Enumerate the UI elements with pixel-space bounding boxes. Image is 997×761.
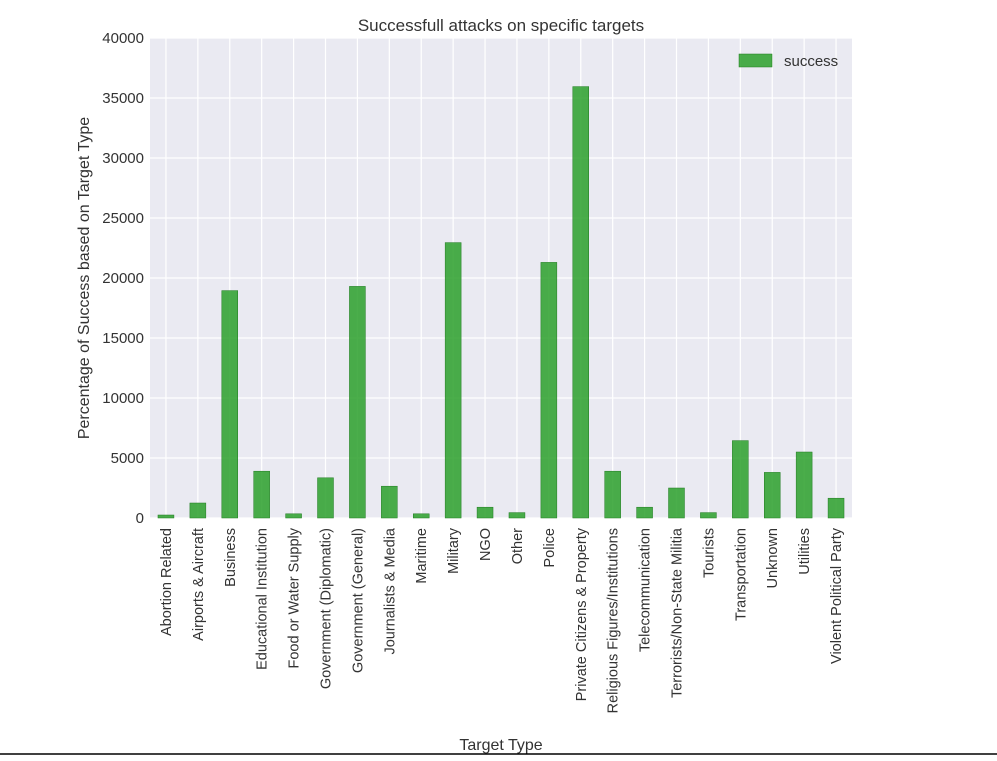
bar-tourists	[700, 512, 717, 519]
bar-airports-aircraft	[189, 502, 207, 519]
x-tick-label: Business	[223, 528, 239, 587]
x-tick-label: Tourists	[701, 528, 717, 578]
y-tick-label: 5000	[111, 450, 144, 467]
bar-government-general-	[349, 286, 366, 519]
bars	[157, 86, 845, 519]
x-tick-label: NGO	[478, 528, 494, 561]
y-tick-label: 0	[136, 510, 144, 527]
x-tick-label: Utilities	[797, 528, 813, 575]
x-axis-label: Target Type	[459, 737, 542, 754]
x-tick-label: Educational Institution	[255, 528, 271, 670]
x-tick-label: Government (Diplomatic)	[319, 528, 335, 689]
bar-unknown	[764, 472, 781, 519]
x-tick-label: Maritime	[414, 528, 430, 584]
x-tick-label: Military	[446, 527, 462, 574]
chart-title: Successfull attacks on specific targets	[358, 16, 644, 35]
x-tick-label: Journalists & Media	[382, 527, 398, 654]
x-tick-label: Other	[510, 528, 526, 564]
y-axis-label: Percentage of Success based on Target Ty…	[76, 117, 93, 439]
x-tick-label: Telecommunication	[638, 528, 654, 652]
bar-journalists-media	[381, 485, 398, 519]
bar-transportation	[732, 440, 749, 519]
x-tick-label: Terrorists/Non-State Militia	[670, 527, 686, 698]
y-tick-label: 10000	[102, 390, 144, 407]
x-tick-label: Police	[542, 528, 558, 568]
bar-private-citizens-property	[572, 86, 590, 519]
y-tick-label: 40000	[102, 30, 144, 47]
bar-telecommunication	[636, 506, 653, 519]
bar-government-diplomatic-	[317, 477, 334, 519]
legend: success	[738, 53, 838, 70]
x-tick-label: Transportation	[733, 528, 749, 621]
x-tick-label: Private Citizens & Property	[574, 527, 590, 701]
bar-utilities	[795, 451, 813, 519]
bar-ngo	[476, 506, 494, 519]
x-tick-label: Abortion Related	[159, 528, 175, 636]
bar-maritime	[413, 513, 430, 519]
bar-abortion-related	[157, 514, 175, 519]
x-tick-labels: Abortion Related Airports & Aircraft Busin…	[159, 527, 845, 713]
bar-food-or-water-supply	[285, 513, 302, 519]
x-tick-label: Unknown	[765, 528, 781, 588]
bar-military	[444, 242, 462, 519]
x-tick-label: Food or Water Supply	[287, 527, 303, 668]
y-tick-labels: 0 5000 10000 15000 20000 25000 30000 35000 40000	[102, 30, 144, 527]
bar-business	[221, 290, 239, 519]
x-tick-label: Airports & Aircraft	[191, 528, 207, 641]
bar-violent-political-party	[827, 497, 845, 519]
bar-religious-figures-institutions	[604, 470, 621, 519]
bar-terrorists-non-state-militia	[668, 487, 685, 519]
bar-police	[540, 262, 558, 519]
bar-other	[508, 512, 526, 519]
x-tick-label: Religious Figures/Institutions	[606, 528, 622, 713]
y-tick-label: 30000	[102, 150, 144, 167]
y-tick-label: 25000	[102, 210, 144, 227]
y-tick-label: 35000	[102, 90, 144, 107]
bar-educational-institution	[253, 470, 270, 519]
legend-label-success: success	[784, 53, 838, 70]
legend-swatch-success	[738, 53, 773, 68]
y-tick-label: 20000	[102, 270, 144, 287]
x-tick-label: Government (General)	[350, 528, 366, 673]
y-tick-label: 15000	[102, 330, 144, 347]
x-tick-label: Violent Political Party	[829, 527, 845, 664]
